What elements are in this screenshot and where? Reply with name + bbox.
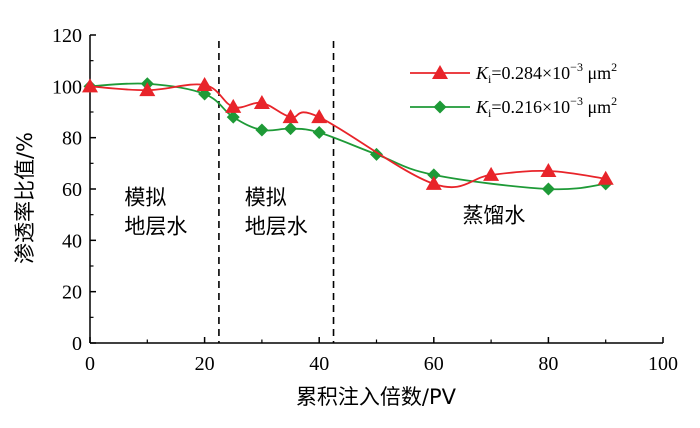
y-tick-label: 60 [62,179,82,201]
legend-label: Ki=0.216×10−3 μm2 [475,94,617,120]
region-label: 地层水 [124,214,187,238]
y-tick-label: 0 [72,333,82,355]
x-tick-label: 100 [648,353,678,375]
y-tick-label: 80 [62,128,82,150]
data-point [225,98,242,113]
y-tick-label: 20 [62,282,82,304]
region-label: 模拟 [245,185,287,209]
region-label: 模拟 [124,185,166,209]
series-green-diamond [83,77,613,196]
region-label: 蒸馏水 [462,203,525,227]
y-tick-label: 100 [52,76,82,98]
data-point [284,122,298,136]
legend-marker [432,65,448,79]
data-point [427,168,441,182]
legend-label: Ki=0.284×10−3 μm2 [475,60,617,86]
data-point [196,77,213,92]
x-tick-label: 20 [195,353,215,375]
data-point [540,163,557,178]
y-tick-label: 40 [62,230,82,252]
data-point [255,123,269,137]
data-point [425,175,442,190]
axes: 0 20 40 60 80 100 120 0 20 40 60 80 100 [52,25,678,375]
data-point [82,78,98,93]
legend: Ki=0.284×10−3 μm2 Ki=0.216×10−3 μm2 [410,60,617,120]
region-label: 地层水 [245,214,308,238]
y-tick-label: 120 [52,25,82,47]
y-axis-title: 渗透率比值/% [13,132,37,264]
data-point [253,95,270,110]
data-point [541,182,555,196]
data-point [483,166,500,181]
x-tick-label: 0 [85,353,95,375]
region-dividers [218,41,335,343]
data-point [282,109,299,124]
x-tick-label: 80 [538,353,558,375]
x-axis-title: 累积注入倍数/PV [296,385,457,409]
series-red-triangle [82,77,614,190]
data-point [597,170,614,185]
data-point [312,126,326,140]
data-point [139,82,156,97]
legend-marker [433,100,447,114]
data-point [226,110,240,124]
data-point [311,109,328,124]
x-tick-label: 60 [424,353,444,375]
x-tick-label: 40 [309,353,329,375]
series-group [82,77,614,196]
